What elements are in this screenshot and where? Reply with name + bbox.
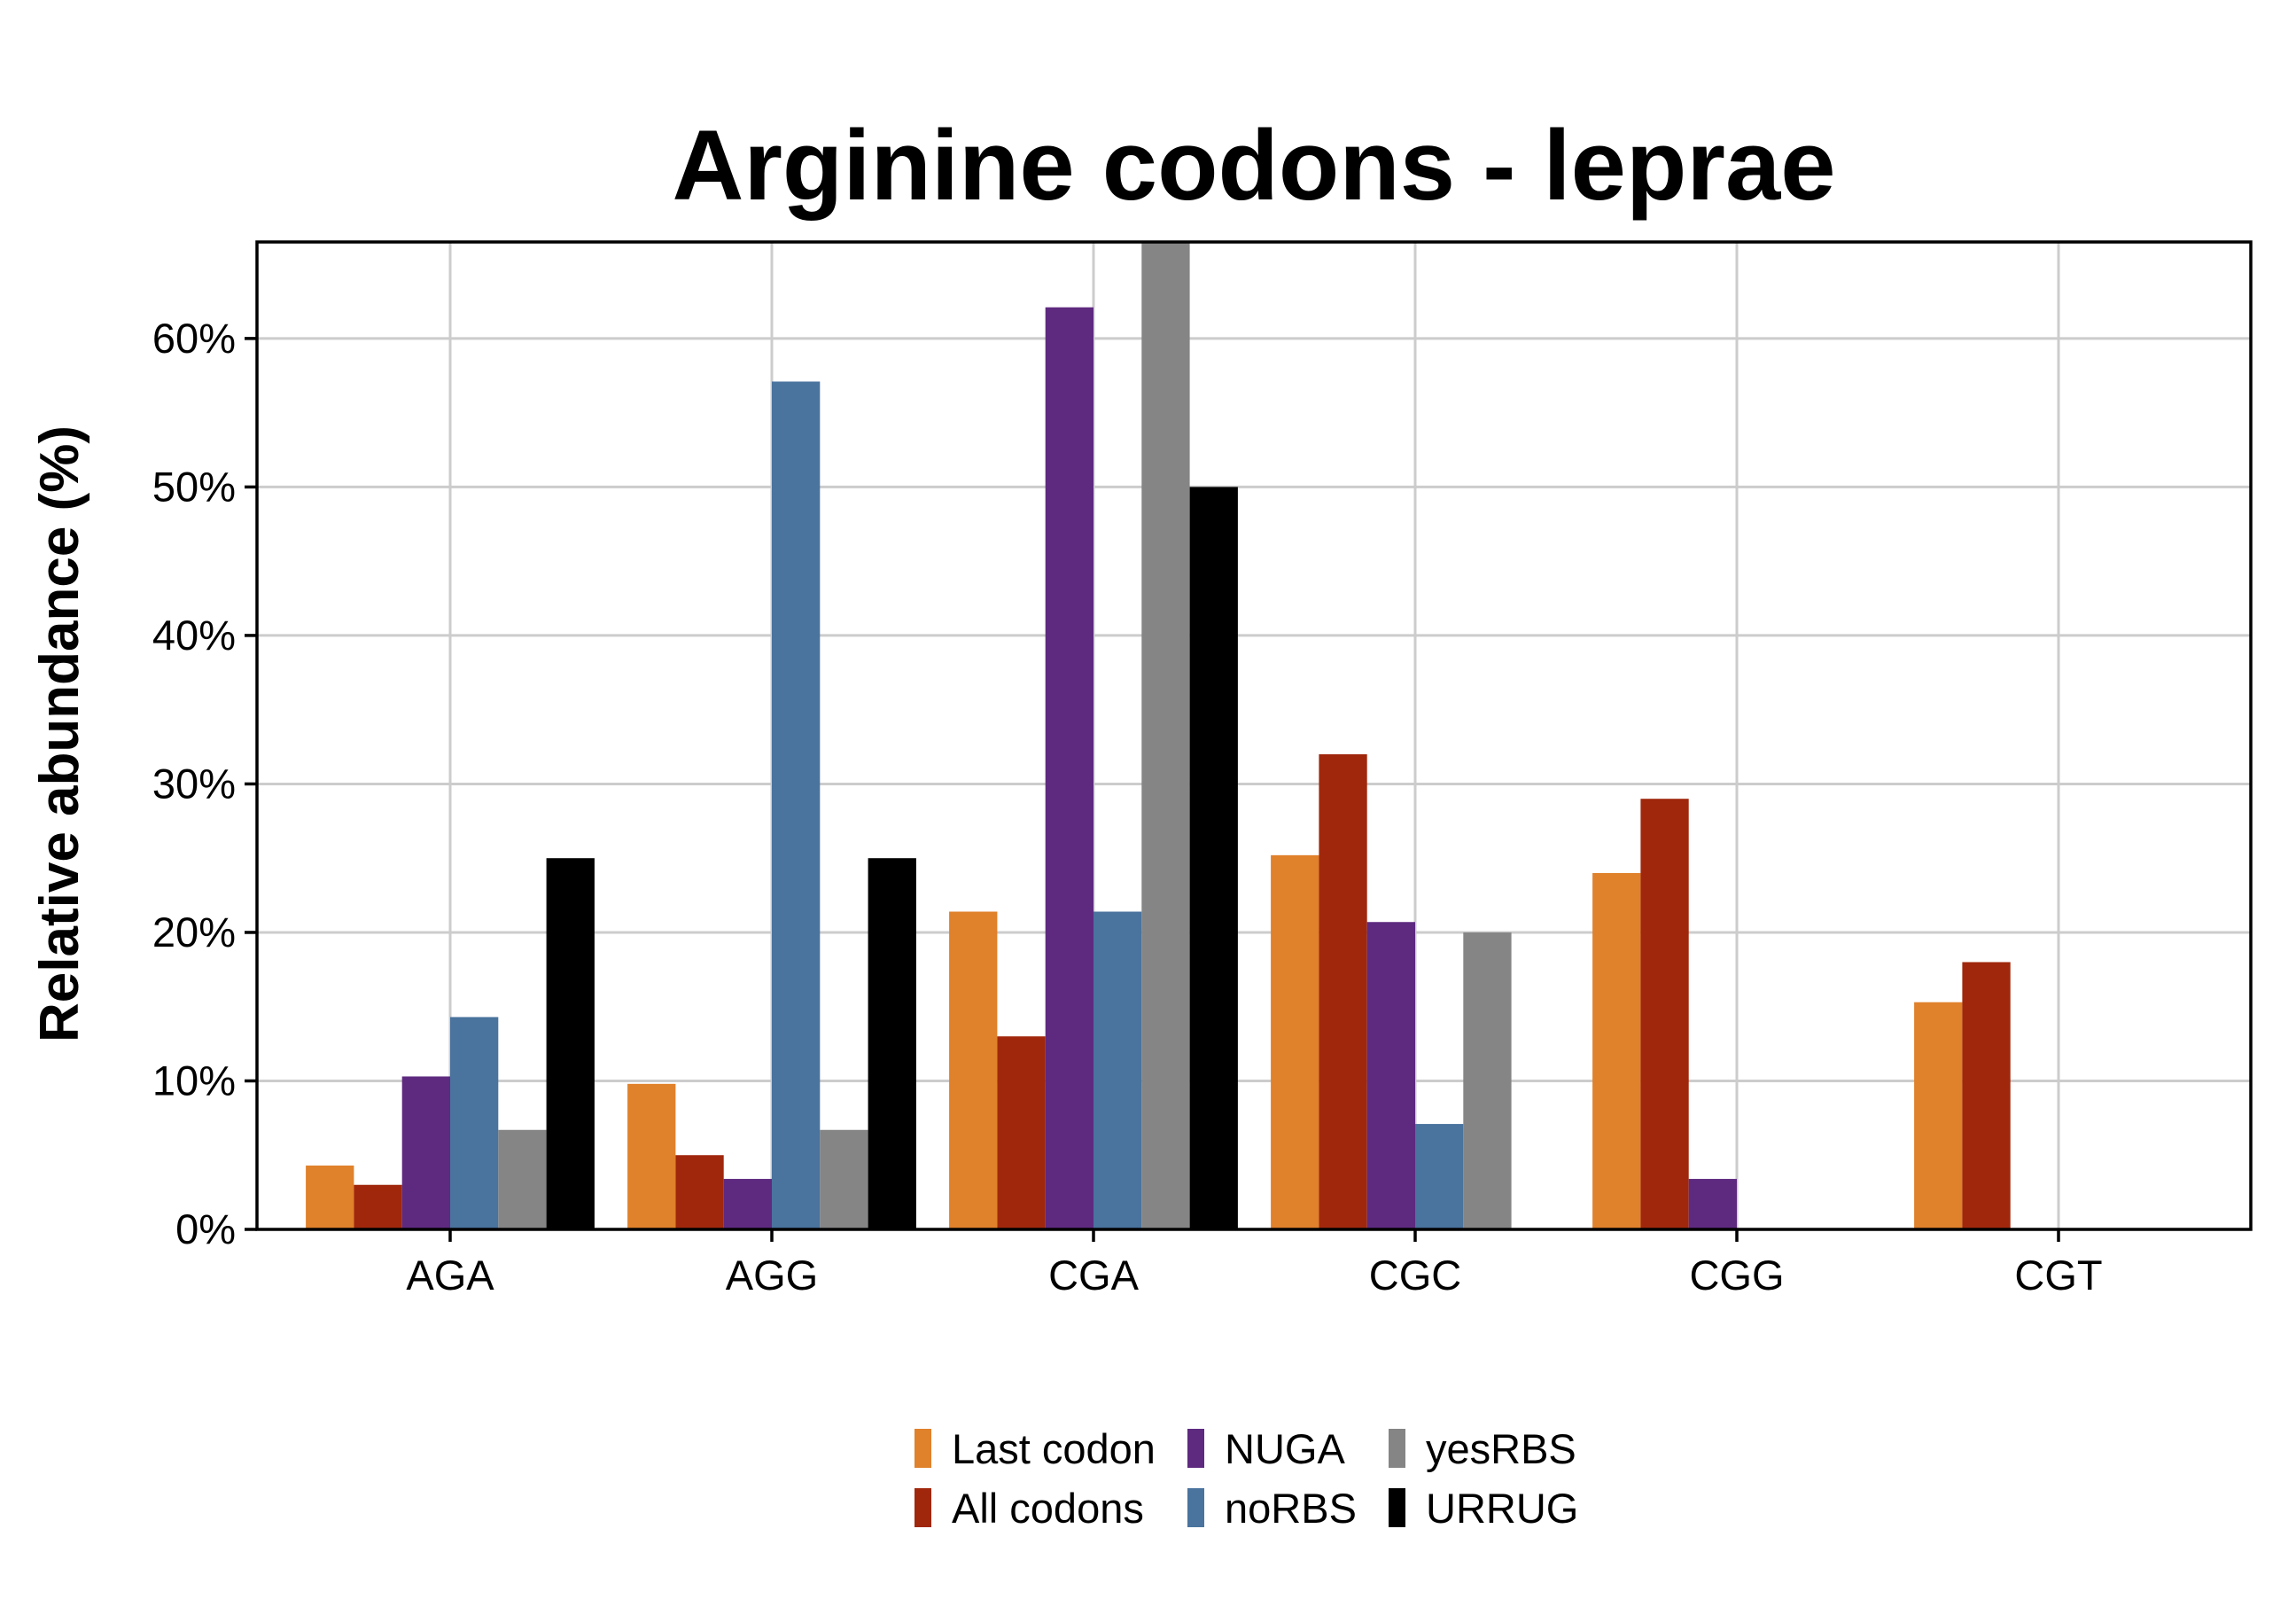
y-tick-label: 0%: [175, 1205, 236, 1252]
y-tick-label: 20%: [152, 909, 236, 956]
bar-agg-yesrbs: [820, 1129, 868, 1229]
bar-cgc-yesrbs: [1463, 932, 1512, 1229]
legend-label: NUGA: [1225, 1425, 1345, 1472]
x-tick-label: AGG: [726, 1252, 818, 1299]
bar-cgc-last-codon: [1271, 854, 1319, 1229]
x-axis-ticks: AGA AGG CGA CGC CGG CGT: [406, 1229, 2103, 1299]
bar-cga-yesrbs: [1141, 242, 1190, 1229]
plot-frame: [255, 240, 2253, 1231]
bar-cgc-norbs: [1415, 1124, 1464, 1229]
bar-cga-nuga: [1045, 307, 1094, 1230]
bar-agg-last-codon: [627, 1083, 676, 1229]
bar-agg-all-codons: [675, 1155, 724, 1229]
bars: [306, 242, 2011, 1230]
bar-aga-last-codon: [306, 1165, 354, 1229]
legend-swatch: [915, 1429, 931, 1468]
x-tick-label: CGT: [2014, 1252, 2102, 1299]
x-tick-label: CGG: [1689, 1252, 1784, 1299]
bar-cgc-nuga: [1366, 922, 1415, 1229]
bar-aga-norbs: [450, 1017, 499, 1229]
x-tick-label: CGC: [1369, 1252, 1461, 1299]
x-tick-label: CGA: [1048, 1252, 1140, 1299]
y-axis-label: Relative abundance (%): [29, 425, 90, 1042]
bar-cgt-last-codon: [1914, 1002, 1963, 1229]
legend-label: Last codon: [952, 1425, 1156, 1472]
legend-label: yesRBS: [1426, 1425, 1576, 1472]
y-axis-ticks: 0% 10% 20% 30% 40% 50% 60%: [152, 315, 257, 1252]
legend-swatch: [1389, 1429, 1405, 1468]
bar-cgg-last-codon: [1592, 872, 1641, 1229]
legend-swatch: [915, 1488, 931, 1527]
legend-label: noRBS: [1225, 1485, 1357, 1532]
bar-aga-urrug: [546, 858, 595, 1229]
bar-cgg-all-codons: [1640, 799, 1689, 1229]
bar-cga-last-codon: [949, 911, 998, 1229]
legend-label: All codons: [952, 1485, 1144, 1532]
legend: Last codon All codons NUGA noRBS yesRBS URRUG: [915, 1425, 1578, 1532]
legend-swatch: [1187, 1488, 1204, 1527]
legend-label: URRUG: [1426, 1485, 1578, 1532]
bar-aga-nuga: [401, 1076, 450, 1229]
y-tick-label: 60%: [152, 315, 236, 362]
bar-agg-urrug: [868, 858, 916, 1229]
y-tick-label: 30%: [152, 760, 236, 807]
bar-agg-norbs: [772, 381, 821, 1230]
chart-title: Arginine codons - leprae: [672, 110, 1835, 221]
x-tick-label: AGA: [406, 1252, 494, 1299]
y-tick-label: 10%: [152, 1057, 236, 1104]
bar-aga-yesrbs: [498, 1129, 547, 1229]
bar-cgg-nuga: [1688, 1179, 1737, 1229]
y-tick-label: 40%: [152, 612, 236, 659]
legend-swatch: [1187, 1429, 1204, 1468]
legend-swatch: [1389, 1488, 1405, 1527]
bar-agg-nuga: [723, 1179, 772, 1229]
bar-cga-all-codons: [997, 1036, 1046, 1229]
bar-cgc-all-codons: [1319, 753, 1367, 1229]
bar-aga-all-codons: [354, 1184, 402, 1229]
bar-cgt-all-codons: [1962, 962, 2011, 1229]
bar-cga-urrug: [1189, 487, 1238, 1229]
bar-cga-norbs: [1094, 911, 1142, 1229]
y-tick-label: 50%: [152, 463, 236, 510]
